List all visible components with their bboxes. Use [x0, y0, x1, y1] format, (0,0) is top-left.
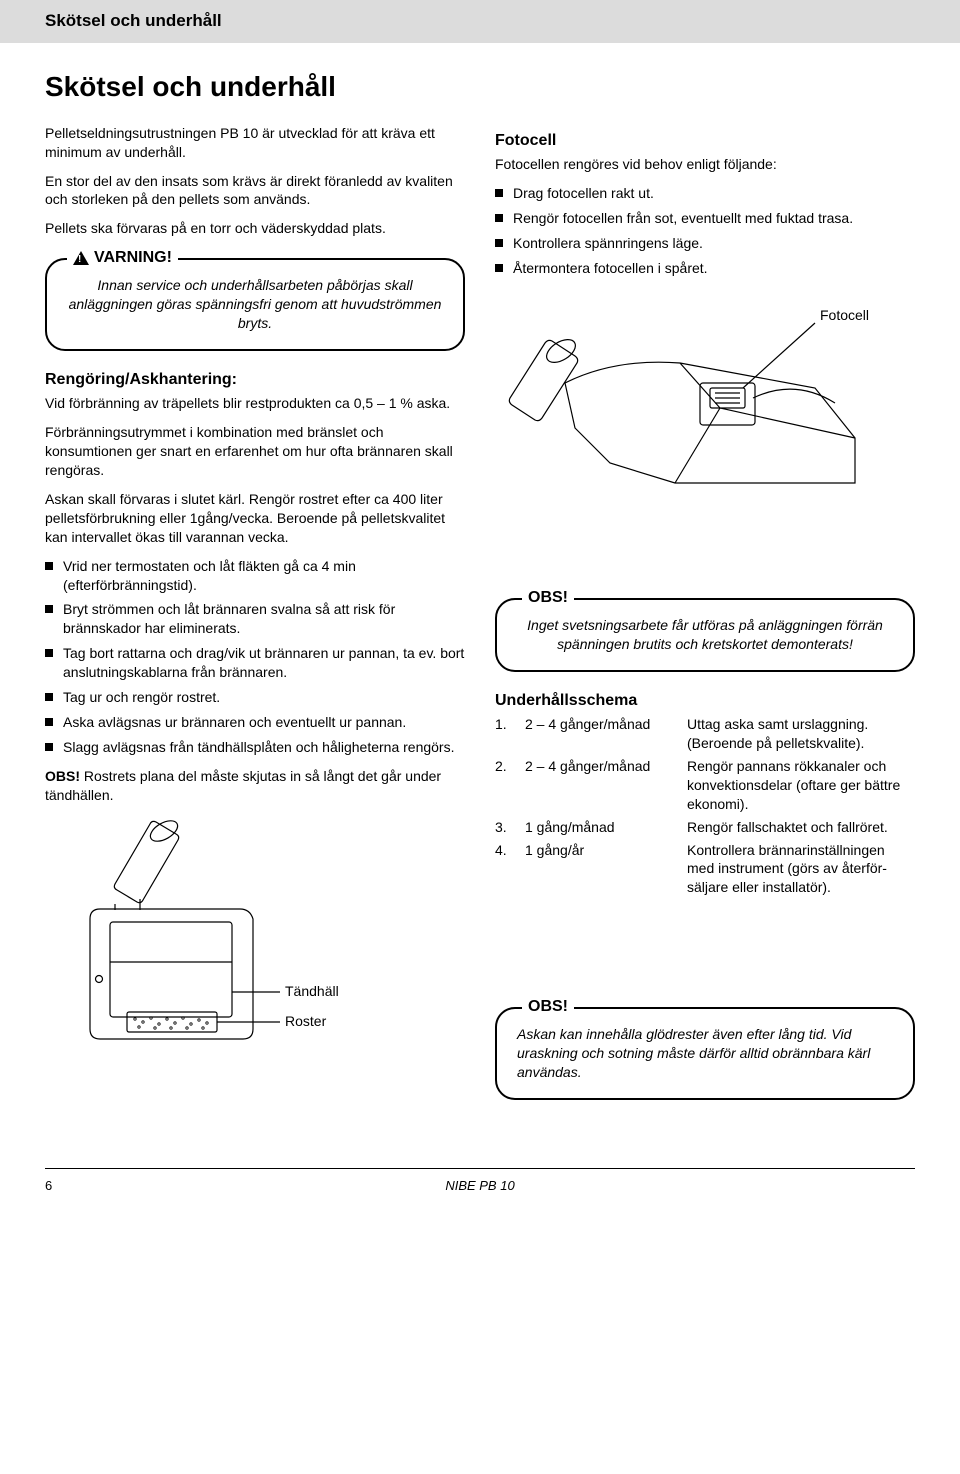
sched-desc: Uttag aska samt urslaggning. (Beroende p…	[687, 715, 915, 753]
list-item: Vrid ner termostaten och låt fläkten gå …	[45, 557, 465, 595]
obs-label-1: OBS!	[522, 587, 574, 609]
sched-num: 3.	[495, 818, 513, 837]
list-item: Rengör fotocellen från sot, eventuellt m…	[495, 209, 915, 228]
rostret-obs: OBS! Rostrets plana del måste skjutas in…	[45, 767, 465, 805]
warning-text: Innan service och underhållsarbeten påbö…	[67, 276, 443, 333]
obs-text-2: Askan kan innehålla glödrester även efte…	[517, 1025, 893, 1082]
table-row: 4. 1 gång/år Kontrollera brännarinställn…	[495, 841, 915, 898]
rengoring-heading: Rengöring/Askhantering:	[45, 369, 465, 391]
obs-lead: OBS!	[45, 768, 80, 784]
fotocell-heading: Fotocell	[495, 130, 915, 152]
warning-box: VARNING! Innan service och underhållsarb…	[45, 258, 465, 351]
figure-burner-bottom: Tändhäll Roster	[45, 814, 465, 1074]
figure-fotocell: Fotocell	[495, 288, 915, 508]
sched-freq: 2 – 4 gånger/månad	[525, 715, 675, 753]
obs-box-2: OBS! Askan kan innehålla glödrester även…	[495, 1007, 915, 1100]
schedule-heading: Underhållsschema	[495, 690, 915, 712]
table-row: 3. 1 gång/månad Rengör fallschaktet och …	[495, 818, 915, 837]
left-column: Pelletseldningsutrustningen PB 10 är utv…	[45, 124, 465, 1118]
rengoring-p3: Askan skall förvaras i slutet kärl. Reng…	[45, 490, 465, 547]
fig-label-fotocell: Fotocell	[820, 307, 869, 323]
footer-page-number: 6	[45, 1177, 85, 1195]
page-header: Skötsel och underhåll	[0, 0, 960, 43]
list-item: Bryt strömmen och låt brännaren svalna s…	[45, 600, 465, 638]
schedule-table: 1. 2 – 4 gånger/månad Uttag aska samt ur…	[495, 715, 915, 897]
page-footer: 6 NIBE PB 10	[45, 1168, 915, 1215]
warning-triangle-icon	[73, 251, 89, 265]
header-title: Skötsel och underhåll	[45, 11, 222, 30]
table-row: 2. 2 – 4 gånger/månad Rengör pannans rök…	[495, 757, 915, 814]
list-item: Kontrollera spännringens läge.	[495, 234, 915, 253]
sched-num: 2.	[495, 757, 513, 814]
sched-desc: Rengör fallschaktet och fallröret.	[687, 818, 915, 837]
warning-label-text: VARNING!	[94, 247, 172, 269]
page-title: Skötsel och underhåll	[45, 68, 915, 106]
sched-num: 1.	[495, 715, 513, 753]
fotocell-list: Drag fotocellen rakt ut. Rengör fotocell…	[495, 184, 915, 278]
fig-label-roster: Roster	[285, 1013, 327, 1029]
sched-desc: Rengör pannans rökkanaler och konvektion…	[687, 757, 915, 814]
obs-box-1: OBS! Inget svetsningsarbete får utföras …	[495, 598, 915, 672]
obs-label-2: OBS!	[522, 996, 574, 1018]
rengoring-p2: Förbränningsutrymmet i kombination med b…	[45, 423, 465, 480]
warning-label: VARNING!	[67, 247, 178, 269]
rengoring-p1: Vid förbränning av träpellets blir restp…	[45, 394, 465, 413]
obs-text-inline: Rostrets plana del måste skjutas in så l…	[45, 768, 441, 803]
intro-p2: En stor del av den insats som krävs är d…	[45, 172, 465, 210]
sched-freq: 1 gång/år	[525, 841, 675, 898]
intro-p3: Pellets ska förvaras på en torr och väde…	[45, 219, 465, 238]
sched-desc: Kontrollera brännarinställningen med ins…	[687, 841, 915, 898]
table-row: 1. 2 – 4 gånger/månad Uttag aska samt ur…	[495, 715, 915, 753]
list-item: Slagg avlägsnas från tändhällsplåten och…	[45, 738, 465, 757]
list-item: Tag bort rattarna och drag/vik ut bränna…	[45, 644, 465, 682]
fotocell-intro: Fotocellen rengöres vid behov enligt föl…	[495, 155, 915, 174]
right-column: Fotocell Fotocellen rengöres vid behov e…	[495, 124, 915, 1118]
intro-p1: Pelletseldningsutrustningen PB 10 är utv…	[45, 124, 465, 162]
sched-num: 4.	[495, 841, 513, 898]
footer-title: NIBE PB 10	[85, 1177, 875, 1195]
list-item: Drag fotocellen rakt ut.	[495, 184, 915, 203]
list-item: Tag ur och rengör rostret.	[45, 688, 465, 707]
list-item: Aska avlägsnas ur brännaren och eventuel…	[45, 713, 465, 732]
sched-freq: 2 – 4 gånger/månad	[525, 757, 675, 814]
obs-text-1: Inget svetsningsarbete får utföras på an…	[517, 616, 893, 654]
fig-label-tandhall: Tändhäll	[285, 983, 339, 999]
sched-freq: 1 gång/månad	[525, 818, 675, 837]
list-item: Återmontera fotocellen i spåret.	[495, 259, 915, 278]
rengoring-list: Vrid ner termostaten och låt fläkten gå …	[45, 557, 465, 757]
